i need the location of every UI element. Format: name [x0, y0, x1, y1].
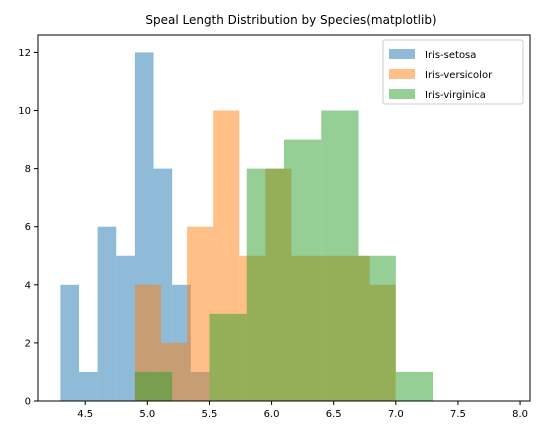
y-axis: 0 2 4 6 8 10 12 — [18, 48, 38, 408]
bars-layer — [60, 52, 434, 402]
bar-iris-virginica-2 — [209, 313, 247, 401]
x-tick-label: 7.0 — [388, 409, 404, 420]
bar-iris-virginica-3 — [246, 168, 284, 401]
y-tick-label: 8 — [25, 164, 31, 175]
legend-label: Iris-virginica — [425, 90, 486, 101]
y-tick-label: 2 — [25, 338, 31, 349]
legend-swatch — [389, 69, 415, 79]
x-tick-label: 4.5 — [77, 409, 93, 420]
bar-iris-virginica-6 — [358, 255, 396, 401]
legend: Iris-setosa Iris-versicolor Iris-virginica — [382, 39, 524, 105]
legend-label: Iris-versicolor — [425, 70, 493, 81]
y-tick-label: 12 — [18, 48, 31, 59]
x-tick-label: 7.5 — [450, 409, 466, 420]
bar-iris-virginica-0 — [134, 371, 173, 401]
plot-frame — [37, 34, 531, 402]
x-tick-label: 5.5 — [202, 409, 218, 420]
x-tick-label: 6.5 — [326, 409, 342, 420]
legend-label: Iris-setosa — [425, 50, 476, 61]
chart-title: Speal Length Distribution by Species(mat… — [145, 13, 436, 27]
y-tick-label: 0 — [25, 397, 31, 408]
bar-iris-versicolor-2 — [187, 226, 214, 401]
bar-iris-setosa-1 — [79, 371, 98, 401]
bar-iris-virginica-4 — [284, 139, 322, 402]
y-tick-label: 4 — [25, 280, 31, 291]
x-tick-label: 5.0 — [139, 409, 155, 420]
y-tick-label: 10 — [18, 106, 31, 117]
legend-box — [382, 39, 524, 105]
x-tick-label: 8.0 — [512, 409, 528, 420]
bar-iris-setosa-3 — [116, 255, 135, 401]
bar-iris-virginica-5 — [321, 110, 359, 402]
y-tick-label: 6 — [25, 222, 31, 233]
x-tick-label: 6.0 — [264, 409, 280, 420]
bar-iris-virginica-7 — [395, 371, 434, 401]
x-axis: 4.5 5.0 5.5 6.0 6.5 7.0 7.5 8.0 — [77, 401, 528, 420]
legend-swatch — [389, 49, 415, 59]
bar-iris-setosa-2 — [97, 226, 117, 401]
legend-swatch — [389, 89, 415, 99]
bar-iris-setosa-0 — [60, 284, 79, 401]
